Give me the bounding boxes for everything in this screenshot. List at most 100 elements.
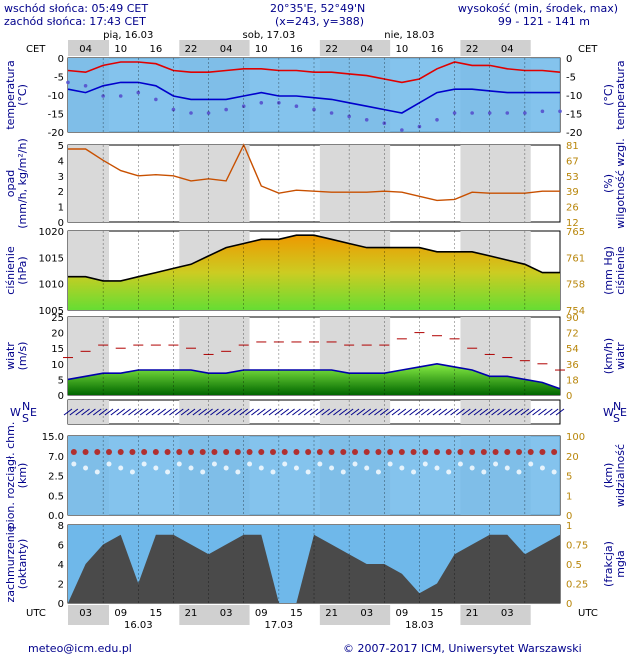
- cloud-bg: [68, 436, 560, 515]
- compass-n-right: N: [613, 400, 621, 413]
- top-hour-label: 04: [79, 44, 92, 55]
- tz-left-bottom: UTC: [26, 608, 46, 619]
- cloud-base-point: [118, 465, 124, 471]
- pressure-tick-left: 1020: [39, 227, 64, 238]
- wind-direction-arrow: [420, 408, 430, 416]
- cloud-base-point: [293, 465, 299, 471]
- pressure-right-label: ciśnienie: [614, 246, 627, 295]
- wind-direction-arrow: [409, 408, 418, 416]
- night-band: [319, 145, 391, 222]
- wind-direction-arrow: [256, 408, 266, 416]
- wind-direction-arrow: [251, 408, 260, 416]
- temperature-tick-right: 0: [566, 54, 572, 65]
- compass-e-right: E: [620, 406, 627, 419]
- dewpoint-point: [505, 111, 510, 115]
- cloud-base-point: [352, 461, 358, 467]
- cloud-top-point: [94, 449, 101, 455]
- temperature-right-label: temperatura: [614, 60, 627, 129]
- bottom-date-label: 18.03: [405, 620, 434, 631]
- wind-direction-arrow: [543, 408, 553, 416]
- precip-tick-right: 39: [566, 187, 579, 198]
- dewpoint-point: [83, 84, 88, 88]
- wind-direction-arrow: [473, 408, 483, 416]
- sunrise-text: wschód słońca: 05:49 CET: [4, 2, 149, 15]
- cloud-top-point: [492, 449, 499, 455]
- wind-direction-arrow: [122, 408, 131, 416]
- pressure-left-label: ciśnienie: [4, 246, 17, 295]
- wind-direction-arrow: [174, 408, 184, 416]
- top-hour-label: 22: [466, 44, 479, 55]
- wind-direction-arrow: [292, 408, 301, 416]
- wind-tick-right: 18: [566, 375, 579, 386]
- wind-direction-arrow: [350, 408, 360, 416]
- clouds-tick-left: 0.0: [48, 511, 64, 522]
- cloud-base-point: [223, 465, 229, 471]
- cloud-base-point: [258, 465, 264, 471]
- cloud-base-point: [153, 465, 159, 471]
- bottom-hour-label: 21: [325, 608, 338, 619]
- wind-direction-arrow: [186, 408, 196, 416]
- dewpoint-point: [329, 111, 334, 115]
- dewpoint-point: [136, 90, 141, 95]
- cloud-base-point: [422, 461, 428, 467]
- wind-direction-arrow: [526, 408, 536, 416]
- dewpoint-point: [487, 111, 492, 115]
- cloud-cover-area: [68, 534, 560, 603]
- wind-direction-arrow: [403, 408, 413, 416]
- cover-tick-right: 0.25: [566, 580, 588, 591]
- wind-direction-arrow: [327, 408, 336, 416]
- precip-tick-left: 0: [58, 218, 64, 229]
- cloud-base-point: [200, 469, 206, 475]
- wind-direction-arrow: [338, 408, 348, 416]
- cloud-base-point: [83, 465, 89, 471]
- top-axis-night: [68, 40, 109, 56]
- cover-tick-right: 0: [566, 599, 572, 610]
- precip-left-unit: (mm/h, kg/m²/h): [16, 138, 29, 229]
- clouds-tick-left: 0.5: [48, 491, 64, 502]
- clouds-right-label: widzialność: [614, 444, 627, 507]
- precip-tick-right: 81: [566, 141, 579, 152]
- wind-direction-arrow: [315, 408, 325, 416]
- clouds-tick-left: 7.0: [48, 452, 64, 463]
- cloud-top-point: [176, 449, 183, 455]
- dewpoint-point: [171, 107, 176, 112]
- cloud-top-point: [352, 449, 358, 455]
- dewpoint-point: [294, 104, 299, 108]
- wind-direction-arrow: [491, 408, 500, 416]
- wind-right-label: wiatr: [614, 342, 627, 370]
- dewpoint-point: [470, 111, 474, 115]
- temperature-left-unit: (°C): [16, 84, 29, 106]
- precip-tick-right: 53: [566, 172, 579, 183]
- pressure-tick-left: 1010: [39, 280, 64, 291]
- grid-text: (x=243, y=388): [275, 15, 365, 28]
- cloud-top-point: [270, 449, 276, 455]
- dewpoint-point: [154, 97, 158, 102]
- wind-area: [68, 363, 560, 395]
- temperature-left-label: temperatura: [4, 60, 17, 129]
- wind-direction-arrow: [180, 408, 190, 416]
- precip-tick-left: 3: [58, 172, 64, 183]
- top-axis-night: [319, 40, 391, 56]
- wind-direction-arrow: [514, 408, 524, 416]
- cover-tick-left: 8: [58, 521, 64, 532]
- wind-direction-arrow: [87, 408, 96, 416]
- clouds-left-unit: (km): [16, 463, 29, 489]
- wind-tick-left: 25: [51, 313, 64, 324]
- bottom-axis-night: [319, 605, 391, 625]
- pressure-left-unit: (hPa): [16, 256, 29, 284]
- wind-direction-arrow: [145, 408, 155, 416]
- compass-s-right: S: [613, 412, 620, 425]
- cloud-top-point: [398, 449, 405, 455]
- wind-direction-arrow: [297, 408, 307, 416]
- cloud-top-point: [340, 449, 347, 455]
- cover-tick-right: 0.5: [566, 560, 582, 571]
- top-hour-label: 16: [290, 44, 303, 55]
- footer-email[interactable]: meteo@icm.edu.pl: [28, 642, 132, 655]
- cloud-base-point: [481, 469, 487, 475]
- wind-direction-arrow: [444, 408, 454, 416]
- dewpoint-point: [452, 111, 457, 115]
- dewpoint-point: [400, 128, 404, 132]
- wind-direction-arrow: [215, 408, 225, 416]
- cloud-top-point: [434, 449, 440, 455]
- dewpoint-point: [540, 109, 545, 114]
